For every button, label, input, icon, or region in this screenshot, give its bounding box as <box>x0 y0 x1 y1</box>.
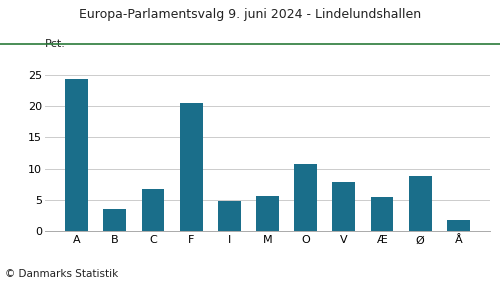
Text: © Danmarks Statistik: © Danmarks Statistik <box>5 269 118 279</box>
Bar <box>142 189 165 231</box>
Bar <box>447 220 470 231</box>
Bar <box>218 201 241 231</box>
Bar <box>370 197 394 231</box>
Bar <box>294 164 317 231</box>
Text: Pct.: Pct. <box>45 39 66 49</box>
Text: Europa-Parlamentsvalg 9. juni 2024 - Lindelundshallen: Europa-Parlamentsvalg 9. juni 2024 - Lin… <box>79 8 421 21</box>
Bar <box>332 182 355 231</box>
Bar <box>180 103 203 231</box>
Bar <box>256 195 279 231</box>
Bar <box>408 176 432 231</box>
Bar <box>104 209 126 231</box>
Bar <box>65 79 88 231</box>
